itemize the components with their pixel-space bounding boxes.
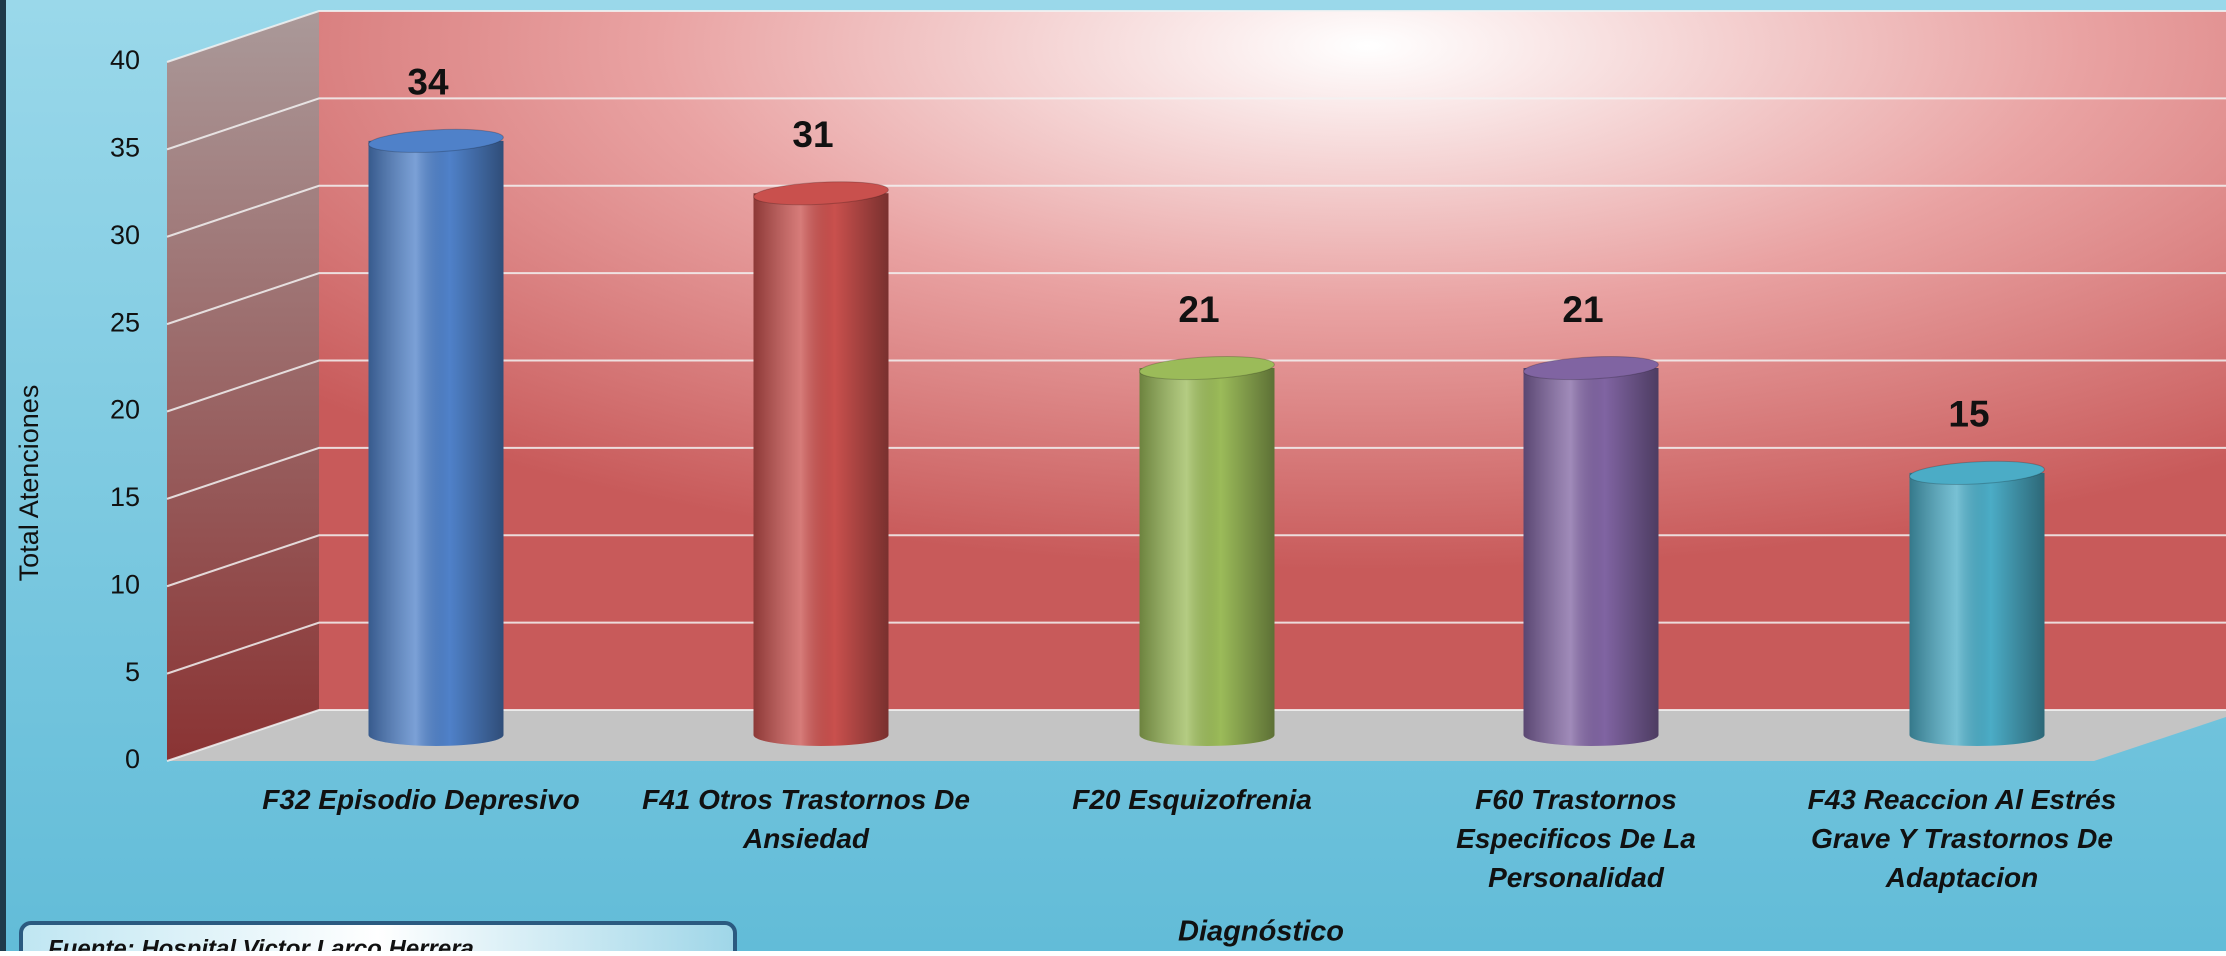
grid-line <box>166 272 2226 326</box>
y-tick-label: 35 <box>110 133 140 163</box>
y-tick-label: 10 <box>110 569 140 599</box>
bar-shade <box>1523 368 1659 746</box>
bar-top <box>1139 355 1275 381</box>
value-label: 34 <box>407 62 449 103</box>
bar-top <box>1523 355 1659 381</box>
grid-line <box>166 10 2226 63</box>
x-tick-label: F32 Episodio Depresivo <box>262 784 579 815</box>
y-axis-title: Total Atenciones <box>14 385 44 582</box>
marks: 0 5 10 15 20 25 30 35 40 34 F32 Episodio Depresivo… <box>110 10 2226 893</box>
grid-line <box>166 97 2226 151</box>
y-tick-label: 40 <box>110 45 140 75</box>
value-label: 15 <box>1948 394 1989 435</box>
left-border <box>0 0 6 951</box>
y-tick-label: 5 <box>125 657 140 687</box>
y-tick-label: 0 <box>125 744 140 774</box>
y-tick-label: 20 <box>110 395 140 425</box>
y-tick-label: 25 <box>110 307 140 337</box>
x-tick-label: F43 Reaccion Al Estrés Grave Y Trastornos… <box>1808 784 2117 893</box>
bar-top <box>368 128 504 153</box>
value-label: 21 <box>1562 289 1603 330</box>
bar-shade <box>1909 472 2045 746</box>
grid-line <box>166 184 2226 238</box>
x-tick-label: F20 Esquizofrenia <box>1072 784 1312 815</box>
y-tick-label: 15 <box>110 482 140 512</box>
source-text: Fuente: Hospital Victor Larco Herrera <box>48 935 474 951</box>
bar-top <box>1909 460 2045 485</box>
bar-shade <box>1139 368 1275 746</box>
bar-top <box>753 181 889 206</box>
bar-shade <box>368 140 504 747</box>
x-axis-title: Diagnóstico <box>1178 916 1344 948</box>
x-tick-label: F41 Otros Trastornos De Ansiedad <box>642 784 970 854</box>
value-label: 21 <box>1178 289 1219 330</box>
y-tick-label: 30 <box>110 220 140 250</box>
bar-shade <box>753 193 889 746</box>
x-tick-label: F60 Trastornos Especificos De La Personali… <box>1456 784 1696 893</box>
value-label: 31 <box>792 114 833 155</box>
